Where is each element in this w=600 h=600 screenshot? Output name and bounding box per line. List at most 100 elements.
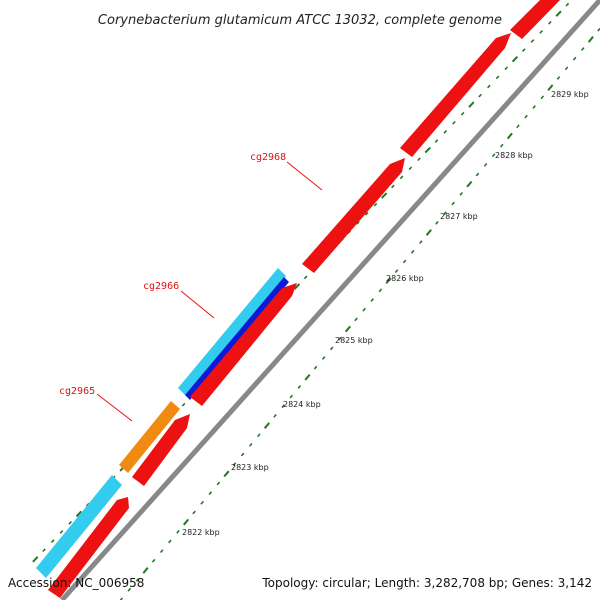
gene-feature-forward-c[interactable] [190, 283, 297, 406]
minor-tick-mark [289, 394, 294, 399]
major-tick-mark [293, 283, 301, 290]
minor-tick-mark [478, 93, 482, 98]
scale-label-2823: 2823 kbp [231, 463, 269, 472]
minor-tick-mark [524, 114, 528, 119]
minor-tick-mark [394, 269, 399, 274]
minor-tick-mark [399, 175, 404, 180]
major-tick-mark [424, 146, 431, 154]
gene-feature-forward-f[interactable] [510, 0, 560, 39]
gene-feature-cg2966[interactable] [185, 277, 289, 400]
minor-tick-mark [540, 95, 545, 100]
genome-backbone [60, 0, 600, 600]
gene-feature-forward-b[interactable] [132, 414, 190, 486]
minor-tick-mark [580, 47, 585, 51]
major-tick-mark [304, 373, 311, 381]
minor-tick-mark [176, 529, 180, 534]
major-tick-mark [425, 229, 432, 236]
minor-tick-mark [159, 549, 164, 554]
forward-strand-features [48, 0, 560, 598]
minor-tick-mark [475, 172, 480, 177]
minor-tick-mark [321, 356, 326, 360]
minor-tick-mark [417, 157, 421, 162]
scale-label-2822: 2822 kbp [182, 528, 220, 537]
minor-tick-mark [532, 105, 536, 109]
minor-tick-mark [459, 191, 464, 196]
gene-label-cg2966[interactable]: cg2966 [143, 281, 179, 292]
minor-tick-mark [434, 139, 439, 143]
gene-label-cg2965[interactable]: cg2965 [59, 386, 95, 397]
gene-feature-forward-a[interactable] [48, 497, 129, 598]
minor-tick-mark [135, 578, 140, 582]
major-tick-mark [547, 84, 554, 91]
major-tick-mark [555, 10, 562, 17]
minor-tick-mark [281, 404, 285, 409]
gene-feature-cg2966-light[interactable] [178, 268, 286, 396]
gene-label-cg2968[interactable]: cg2968 [250, 152, 286, 163]
minor-tick-mark [373, 202, 378, 207]
minor-tick-mark [257, 433, 261, 438]
minor-tick-mark [50, 539, 55, 543]
gene-feature-cg2965[interactable] [119, 401, 180, 473]
minor-tick-mark [408, 166, 413, 171]
minor-tick-mark [248, 442, 253, 447]
minor-tick-mark [192, 510, 196, 515]
minor-tick-mark [42, 548, 46, 553]
minor-tick-mark [483, 162, 488, 167]
minor-tick-mark [410, 249, 415, 254]
minor-tick-mark [521, 48, 526, 52]
outer-tick-track [119, 27, 600, 600]
minor-tick-mark [548, 20, 552, 25]
minor-tick-mark [181, 402, 186, 407]
cg2966-leader [180, 290, 215, 319]
minor-tick-mark [119, 597, 124, 600]
minor-tick-mark [168, 539, 172, 544]
minor-tick-mark [127, 587, 132, 592]
major-tick-mark [75, 510, 83, 518]
major-tick-mark [142, 567, 149, 574]
scale-labels: 2822 kbp 2823 kbp 2824 kbp 2825 kbp 2826… [182, 90, 589, 537]
map-title: Corynebacterium glutamicum ATCC 13032, c… [98, 13, 502, 28]
minor-tick-mark [329, 346, 334, 351]
genome-summary-text: Topology: circular; Length: 3,282,708 bp… [261, 576, 592, 590]
gene-feature-forward-e[interactable] [400, 33, 511, 157]
minor-tick-mark [364, 211, 369, 216]
minor-tick-mark [378, 288, 383, 293]
minor-tick-mark [487, 84, 491, 89]
minor-tick-mark [460, 111, 465, 116]
cg2965-leader [96, 393, 133, 422]
inner-tick-track [32, 2, 570, 563]
major-tick-mark [32, 556, 39, 563]
minor-tick-mark [564, 66, 569, 71]
minor-tick-mark [530, 39, 535, 43]
minor-tick-mark [240, 452, 245, 457]
minor-tick-mark [516, 124, 520, 129]
minor-tick-mark [452, 120, 456, 125]
minor-tick-mark [495, 75, 500, 80]
gene-feature-cg2968[interactable] [302, 158, 405, 273]
minor-tick-mark [362, 307, 366, 312]
scale-label-2829: 2829 kbp [551, 90, 589, 99]
major-tick-mark [263, 422, 270, 429]
minor-tick-mark [59, 530, 64, 534]
minor-tick-mark [68, 521, 72, 525]
scale-label-2828: 2828 kbp [495, 151, 533, 160]
major-tick-mark [466, 180, 473, 188]
minor-tick-mark [443, 130, 448, 134]
minor-tick-mark [419, 240, 423, 245]
minor-tick-mark [354, 317, 358, 322]
minor-tick-mark [491, 153, 496, 158]
cg2968-leader [286, 161, 323, 191]
minor-tick-mark [303, 275, 308, 280]
minor-tick-mark [338, 336, 342, 341]
scale-label-2825: 2825 kbp [335, 336, 373, 345]
major-tick-mark [223, 470, 230, 478]
minor-tick-mark [572, 56, 577, 61]
major-tick-mark [511, 56, 519, 63]
minor-tick-mark [504, 66, 509, 71]
major-tick-mark [344, 325, 351, 333]
minor-tick-mark [539, 30, 543, 34]
gene-feature-reverse-a[interactable] [36, 475, 122, 578]
minor-tick-mark [391, 184, 395, 189]
minor-tick-mark [232, 462, 237, 467]
